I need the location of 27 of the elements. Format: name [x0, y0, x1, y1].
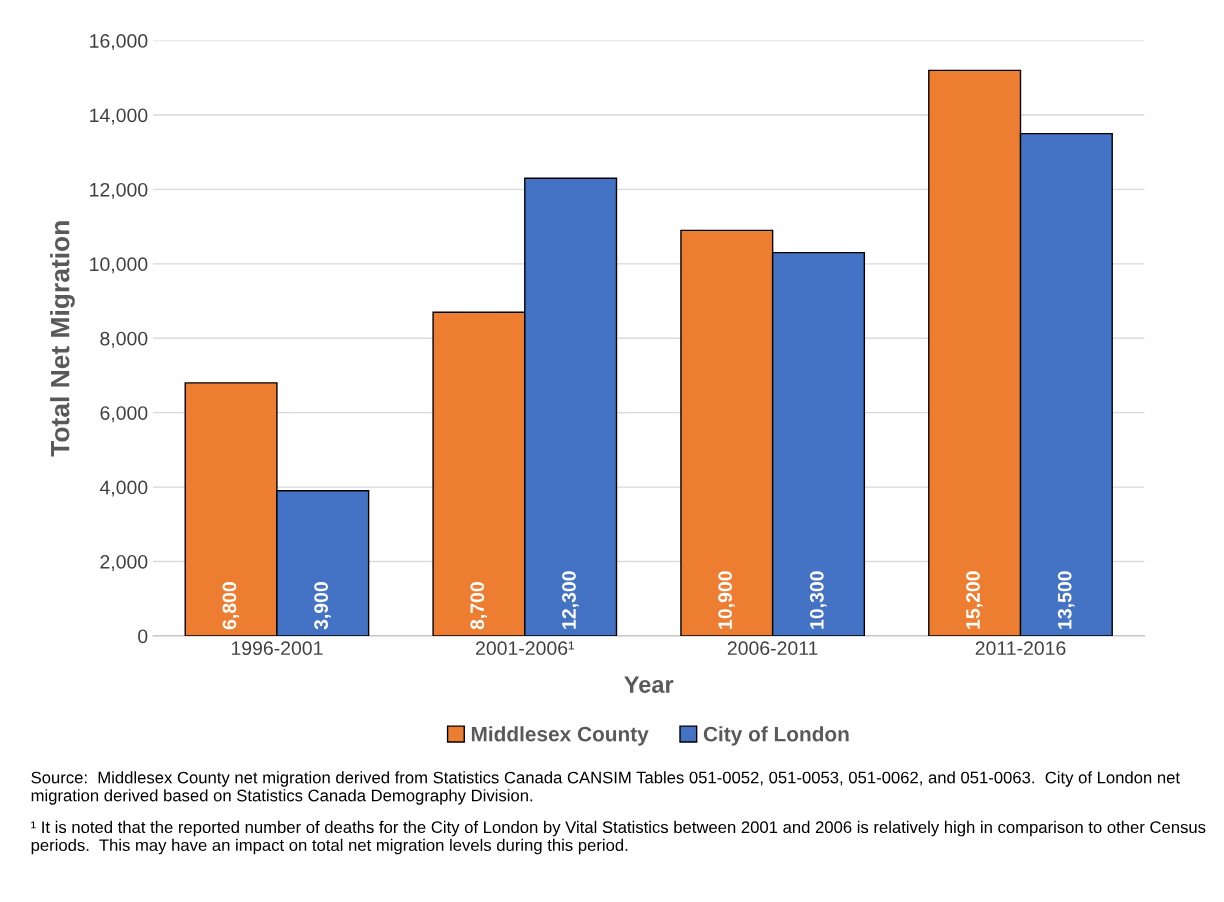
data-label: 10,300 — [809, 571, 827, 629]
y-tick-label: 8,000 — [100, 331, 148, 348]
x-tick-label: 2011-2016 — [975, 641, 1066, 656]
text: ¹ It is noted that the reported number of deaths for the City of London by Vital Statistics between 2001 and 2006 is relatively high in comparison to other Census periods. This may have an impact on total net migration levels during this period. — [31, 820, 1206, 855]
y-tick-label: 6,000 — [100, 406, 148, 423]
y-tick-label: 0 — [138, 629, 148, 644]
data-label: 15,200 — [966, 571, 983, 629]
legend-label: City of London — [703, 726, 849, 746]
data-label: 12,300 — [562, 571, 579, 629]
data-label: 3,900 — [314, 582, 331, 630]
x-tick-label: 1996-2001 — [231, 641, 323, 656]
data-label: 8,700 — [470, 582, 487, 630]
y-tick-label: 16,000 — [90, 34, 148, 51]
data-label: 13,500 — [1057, 571, 1075, 629]
source-note: Source: Middlesex County net migration derived from Statistics Canada CANSIM Tables 051-0052, 051-0053, 051-0062, and 051-0063. City of London net migration derived based on Statistics Canada Demography Division. — [31, 771, 1180, 805]
y-axis-title: Total Net Migration — [50, 221, 75, 457]
y-tick-label: 4,000 — [99, 480, 148, 497]
legend-label: Middlesex County — [471, 726, 649, 746]
y-tick-label: 14,000 — [90, 108, 148, 125]
y-tick-label: 10,000 — [90, 257, 148, 274]
data-label: 10,900 — [718, 571, 735, 629]
x-tick-label: 2006-2011 — [727, 641, 818, 656]
x-tick-label: 2001-2006¹ — [476, 641, 575, 656]
y-tick-label: 12,000 — [90, 182, 148, 199]
y-tick-label: 2,000 — [100, 554, 148, 572]
data-label: 6,800 — [222, 582, 240, 630]
x-axis-title: Year — [624, 676, 674, 693]
